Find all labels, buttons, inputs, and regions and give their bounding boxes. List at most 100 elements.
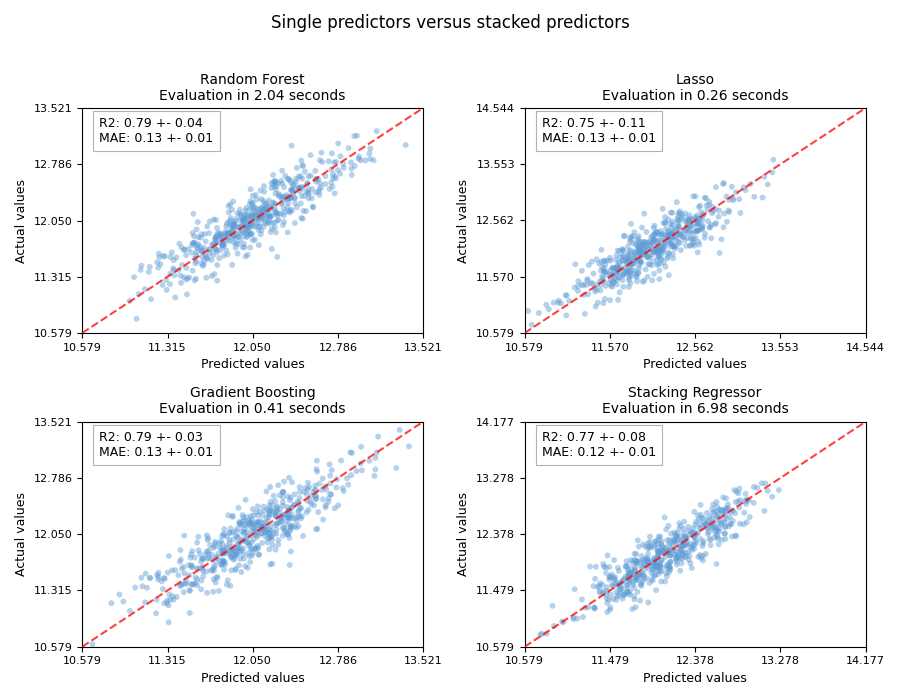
Point bbox=[600, 585, 615, 596]
Point bbox=[645, 564, 660, 575]
Point bbox=[697, 512, 711, 524]
Point bbox=[200, 546, 214, 557]
Point bbox=[731, 496, 745, 507]
Point bbox=[681, 554, 696, 566]
Point bbox=[157, 573, 171, 584]
Point bbox=[607, 262, 621, 274]
Point bbox=[188, 258, 202, 269]
Point bbox=[690, 528, 705, 539]
Point bbox=[350, 130, 365, 141]
Point bbox=[709, 525, 724, 536]
Point bbox=[621, 573, 635, 584]
Point bbox=[715, 505, 729, 516]
Point bbox=[624, 554, 638, 566]
Point bbox=[158, 251, 172, 262]
Point bbox=[662, 545, 676, 557]
Point bbox=[220, 228, 235, 239]
Title: Random Forest
Evaluation in 2.04 seconds: Random Forest Evaluation in 2.04 seconds bbox=[159, 73, 346, 103]
Point bbox=[640, 251, 654, 262]
Point bbox=[220, 230, 234, 241]
Point bbox=[225, 220, 239, 231]
Point bbox=[271, 518, 285, 529]
Point bbox=[202, 549, 216, 560]
Point bbox=[624, 259, 638, 270]
Point bbox=[654, 554, 669, 566]
Point bbox=[187, 237, 202, 248]
Point bbox=[646, 557, 661, 568]
Point bbox=[292, 505, 306, 516]
Point bbox=[692, 202, 706, 213]
Point bbox=[694, 552, 708, 564]
Point bbox=[240, 548, 255, 559]
Point bbox=[158, 598, 172, 609]
Point bbox=[392, 424, 407, 435]
Point bbox=[662, 230, 676, 241]
Point bbox=[627, 594, 642, 605]
Point bbox=[654, 244, 669, 256]
Point bbox=[284, 502, 299, 513]
Point bbox=[627, 548, 642, 559]
Point bbox=[268, 176, 283, 187]
Point bbox=[283, 207, 297, 218]
Point bbox=[259, 486, 274, 497]
Point bbox=[642, 244, 656, 255]
Point bbox=[662, 561, 677, 573]
Point bbox=[238, 214, 253, 225]
Point bbox=[697, 209, 711, 220]
Point bbox=[607, 277, 621, 288]
Point bbox=[218, 556, 232, 568]
Point bbox=[344, 470, 358, 481]
Point bbox=[280, 202, 294, 213]
Point bbox=[666, 253, 680, 264]
Point bbox=[208, 244, 222, 255]
Point bbox=[243, 183, 257, 195]
Point bbox=[248, 207, 263, 218]
Point bbox=[249, 194, 264, 205]
Point bbox=[250, 218, 265, 229]
Point bbox=[294, 510, 309, 522]
Point bbox=[292, 186, 307, 197]
Point bbox=[327, 157, 341, 168]
Point bbox=[352, 151, 366, 162]
Point bbox=[250, 500, 265, 512]
Point bbox=[219, 542, 233, 554]
Point bbox=[195, 561, 210, 573]
Point bbox=[316, 494, 330, 505]
Point bbox=[567, 584, 581, 595]
Point bbox=[303, 496, 318, 507]
Point bbox=[671, 552, 686, 563]
Point bbox=[238, 241, 252, 253]
Point bbox=[652, 247, 667, 258]
Point bbox=[686, 220, 700, 232]
Point bbox=[269, 502, 284, 513]
Point bbox=[266, 490, 281, 501]
Point bbox=[142, 261, 157, 272]
Point bbox=[632, 262, 646, 274]
Point bbox=[649, 227, 663, 238]
Point bbox=[681, 546, 696, 557]
Point bbox=[614, 583, 628, 594]
Point bbox=[288, 218, 302, 229]
Point bbox=[639, 248, 653, 260]
Point bbox=[297, 190, 311, 202]
Point bbox=[262, 528, 276, 539]
Point bbox=[691, 218, 706, 229]
Point bbox=[631, 242, 645, 253]
Point bbox=[182, 570, 196, 581]
Point bbox=[318, 481, 332, 492]
Point bbox=[539, 299, 554, 310]
Point bbox=[209, 552, 223, 563]
Point bbox=[239, 232, 254, 243]
Point bbox=[610, 580, 625, 592]
Point bbox=[621, 254, 635, 265]
Point bbox=[213, 228, 228, 239]
Point bbox=[278, 170, 293, 181]
Point bbox=[210, 228, 224, 239]
Point bbox=[634, 257, 649, 268]
Point bbox=[258, 216, 273, 227]
Point bbox=[261, 216, 275, 228]
Point bbox=[722, 194, 736, 205]
Point bbox=[657, 239, 671, 251]
Point bbox=[766, 154, 780, 165]
Point bbox=[533, 629, 547, 640]
